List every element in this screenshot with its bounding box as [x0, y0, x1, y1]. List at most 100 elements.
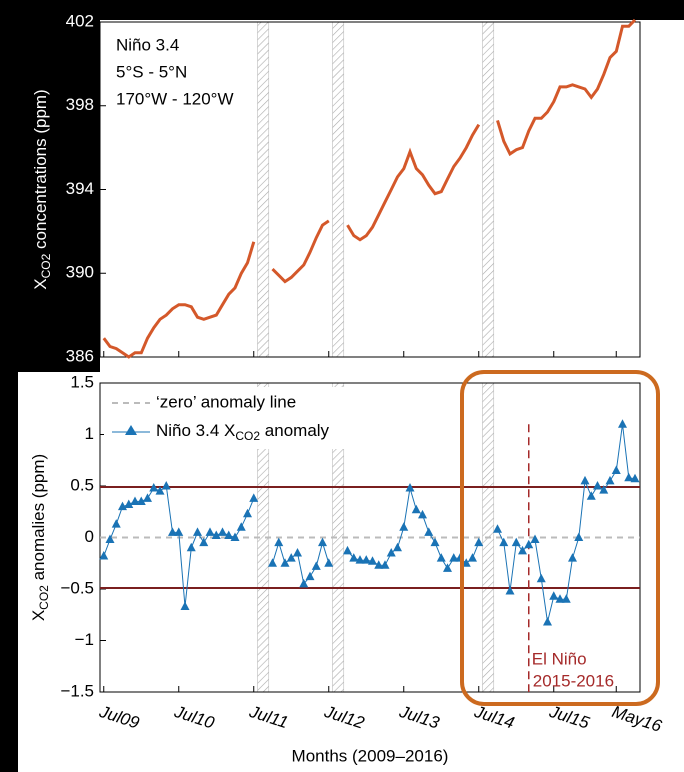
data-point	[186, 542, 196, 552]
data-point	[99, 551, 109, 560]
y-axis-label: XCO2 anomalies (ppm)	[29, 454, 51, 621]
data-point	[474, 537, 484, 547]
y-tick-label: 394	[66, 179, 94, 198]
data-point	[399, 522, 409, 531]
x-tick-label: Jul14	[471, 702, 516, 733]
x-tick-label: Jul15	[546, 702, 592, 733]
data-point	[624, 472, 634, 482]
data-point	[555, 594, 565, 603]
data-point	[111, 519, 121, 528]
data-point	[593, 481, 602, 490]
event-label: El Niño	[532, 649, 587, 668]
data-point	[574, 532, 584, 541]
series-line	[103, 424, 636, 623]
legend-label-part: CO2	[235, 429, 260, 443]
data-point	[149, 483, 159, 492]
data-point	[568, 553, 577, 562]
data-point	[218, 527, 227, 536]
y-label-part: CO2	[37, 585, 51, 610]
data-point	[243, 508, 252, 518]
y-tick-label: 398	[66, 95, 94, 114]
data-point	[268, 558, 277, 567]
data-point	[105, 534, 115, 544]
data-point	[305, 571, 315, 581]
data-point	[211, 530, 221, 539]
data-point	[155, 486, 165, 495]
y-label-part: concentrations (ppm)	[31, 89, 50, 253]
data-point	[536, 573, 546, 583]
data-point	[549, 591, 559, 600]
event-label: 2015-2016	[533, 671, 614, 690]
plot-bg	[100, 20, 645, 360]
x-tick-label: Jul09	[96, 702, 142, 733]
data-point	[561, 594, 571, 603]
data-point	[161, 481, 171, 490]
data-point	[518, 545, 527, 555]
data-point	[349, 553, 359, 562]
data-point	[443, 563, 452, 572]
dark-backdrop	[0, 0, 100, 372]
data-point	[343, 545, 352, 555]
data-point	[430, 537, 440, 547]
y-tick-label: 1	[85, 424, 94, 443]
data-point	[143, 493, 152, 502]
data-point	[324, 558, 334, 567]
y-label-part: X	[31, 278, 50, 289]
y-tick-label: −1	[75, 630, 94, 649]
legend-label: ‘zero’ anomaly line	[156, 392, 296, 411]
data-point	[368, 556, 377, 565]
data-point	[361, 555, 371, 564]
y-tick-label: 1.5	[70, 372, 94, 391]
data-point	[405, 483, 415, 492]
data-point	[124, 499, 134, 509]
data-point	[174, 527, 184, 536]
data-point	[318, 537, 327, 547]
data-point	[236, 522, 246, 531]
data-point	[374, 560, 384, 569]
data-point	[493, 524, 502, 533]
region-note: 5°S - 5°N	[116, 62, 187, 81]
data-point	[618, 419, 627, 428]
dark-backdrop	[0, 372, 18, 772]
data-point	[274, 537, 284, 547]
y-tick-label: 402	[66, 11, 94, 30]
data-point	[224, 530, 234, 539]
legend-label: Niño 3.4 XCO2 anomaly	[156, 421, 330, 443]
data-point	[630, 473, 640, 483]
x-tick-label: Jul10	[171, 702, 217, 733]
data-point	[499, 537, 509, 547]
data-point	[205, 527, 215, 536]
data-point	[505, 586, 515, 595]
x-tick-label: Jul12	[321, 702, 367, 733]
y-tick-label: 390	[66, 263, 94, 282]
data-point	[299, 578, 309, 588]
data-point	[199, 537, 209, 547]
highlight-box	[460, 370, 660, 706]
region-note: 170°W - 120°W	[116, 89, 234, 108]
y-tick-label: 0	[85, 527, 94, 546]
y-label-part: X	[29, 610, 48, 621]
data-point	[411, 504, 421, 514]
data-point	[168, 527, 177, 536]
x-axis-label: Months (2009–2016)	[292, 746, 449, 765]
y-tick-label: 0.5	[70, 475, 94, 494]
series-line	[102, 18, 637, 359]
data-point	[355, 555, 365, 564]
data-point	[468, 553, 477, 562]
legend-label-part: anomaly	[260, 421, 329, 440]
x-tick-label: May16	[610, 702, 665, 736]
legend-bg	[104, 387, 404, 449]
data-point	[449, 553, 459, 562]
data-point	[393, 542, 402, 552]
y-tick-label: 386	[66, 346, 94, 365]
data-point	[136, 496, 146, 505]
gap-band	[332, 21, 345, 358]
legend-marker	[125, 425, 137, 435]
data-point	[311, 561, 321, 570]
y-tick-label: −1.5	[60, 681, 94, 700]
data-point	[386, 547, 396, 557]
data-point	[293, 547, 302, 557]
x-tick-label: Jul13	[396, 702, 442, 733]
gap-band	[257, 21, 270, 358]
